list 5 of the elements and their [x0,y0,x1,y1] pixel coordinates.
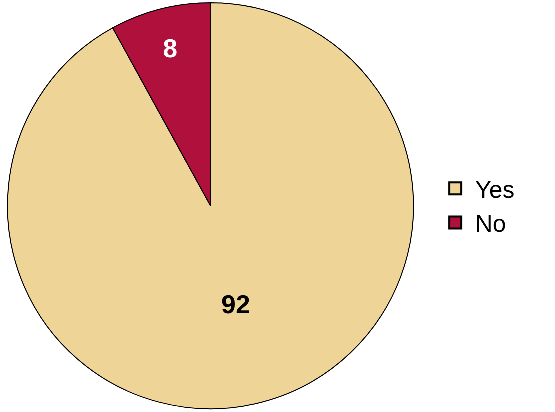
data-label: 92 [222,289,250,320]
pie-slice [7,2,414,410]
legend-label: No [476,211,506,238]
legend-label: Yes [476,176,515,204]
data-label: 8 [163,34,178,64]
